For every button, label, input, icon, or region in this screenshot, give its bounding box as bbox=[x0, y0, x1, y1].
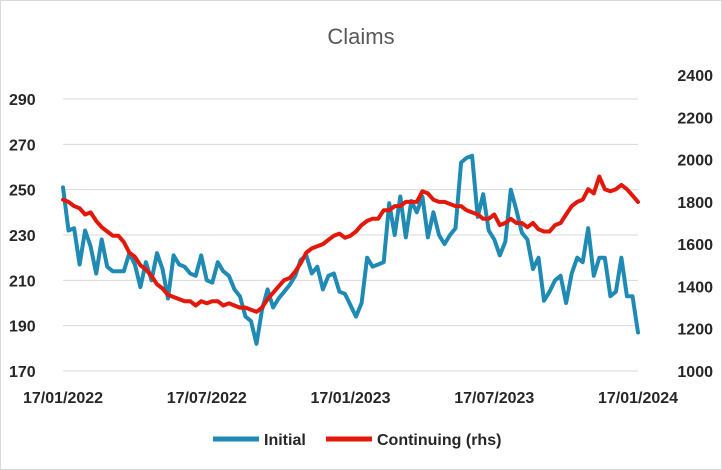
x-tick-label: 17/07/2023 bbox=[454, 390, 534, 407]
left-tick-label: 170 bbox=[9, 364, 36, 381]
left-tick-label: 250 bbox=[9, 183, 36, 200]
x-tick-label: 17/01/2022 bbox=[23, 390, 103, 407]
series-line-initial bbox=[61, 153, 640, 346]
left-tick-label: 210 bbox=[9, 273, 36, 290]
left-tick-label: 190 bbox=[9, 319, 36, 336]
right-tick-label: 2400 bbox=[677, 68, 713, 85]
legend-label-initial: Initial bbox=[264, 432, 306, 449]
right-tick-label: 1800 bbox=[677, 195, 713, 212]
left-tick-label: 230 bbox=[9, 228, 36, 245]
right-tick-label: 1600 bbox=[677, 237, 713, 254]
chart-title: Claims bbox=[327, 24, 394, 49]
right-tick-label: 1000 bbox=[677, 364, 713, 381]
series-lines bbox=[61, 153, 640, 346]
legend-label-continuing: Continuing (rhs) bbox=[377, 432, 501, 449]
legend: Initial Continuing (rhs) bbox=[213, 432, 501, 449]
left-tick-label: 290 bbox=[9, 92, 36, 109]
right-tick-label: 2200 bbox=[677, 110, 713, 127]
right-tick-label: 1200 bbox=[677, 322, 713, 339]
left-axis-ticks: 170 190 210 230 250 270 290 bbox=[9, 92, 36, 381]
right-axis-ticks: 1000 1200 1400 1600 1800 2000 2200 2400 bbox=[677, 68, 713, 381]
x-axis-ticks: 17/01/2022 17/07/2022 17/01/2023 17/07/2023… bbox=[23, 390, 678, 407]
right-tick-label: 2000 bbox=[677, 153, 713, 170]
x-tick-label: 17/01/2024 bbox=[598, 390, 678, 407]
left-tick-label: 270 bbox=[9, 137, 36, 154]
gridlines bbox=[63, 98, 638, 372]
series-line-continuing bbox=[61, 174, 640, 314]
x-tick-label: 17/07/2022 bbox=[167, 390, 247, 407]
x-tick-label: 17/01/2023 bbox=[310, 390, 390, 407]
right-tick-label: 1400 bbox=[677, 279, 713, 296]
